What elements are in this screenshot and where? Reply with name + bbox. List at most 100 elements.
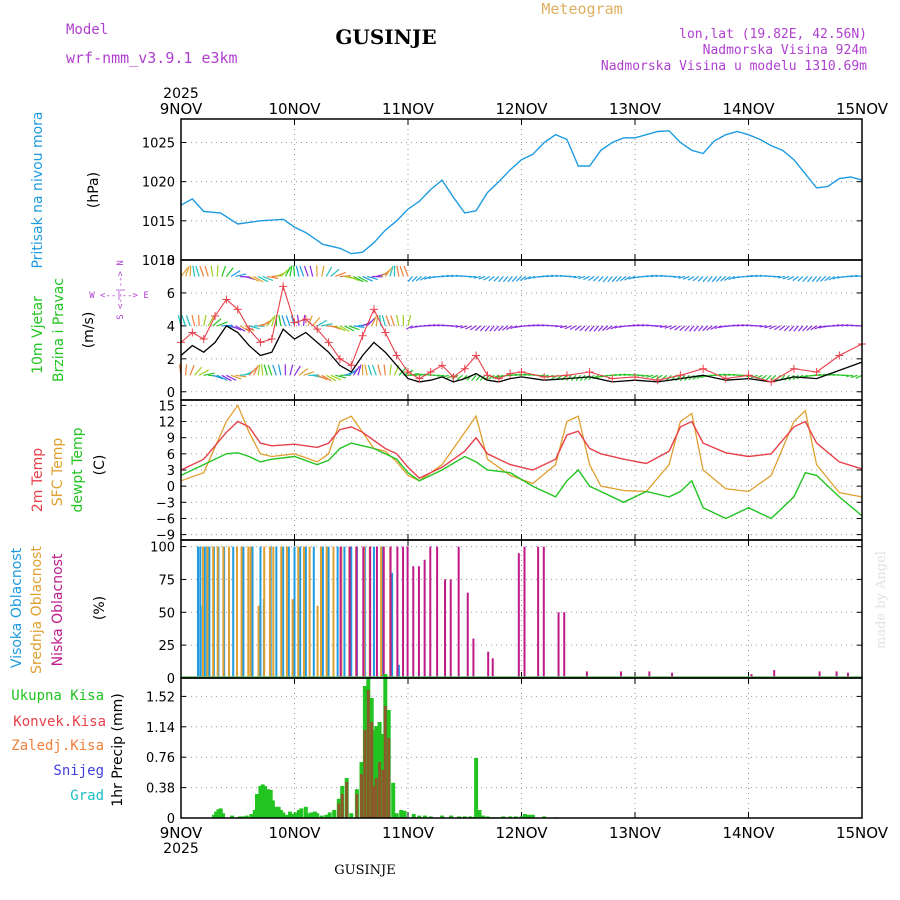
wind-barb [253,365,259,376]
y-tick-label: 6 [167,287,175,302]
wind-barb [555,325,563,328]
wind-barb [855,274,863,278]
wind-barb [489,325,495,332]
wind-barb [841,324,849,327]
precip-bar [214,811,219,818]
wind-barb [797,325,804,332]
wind-barb [583,275,590,281]
wind-barb [618,373,627,376]
wind-barb [312,317,321,327]
wind-barb [732,275,740,280]
wind-barb [357,364,362,376]
conv-precip-bar [366,690,370,818]
wind-barb [502,325,509,331]
wind-barb [460,325,468,329]
gust-marker [256,338,265,347]
wind-barb [702,325,709,332]
station-title: GUSINJE [335,25,436,49]
wind-barb [411,276,418,282]
conv-precip-bar [360,774,363,818]
wind-barb [559,325,568,329]
wind-barb [610,325,618,330]
wind-barb [611,276,618,283]
wind-barb [514,373,522,376]
precip-bar [530,814,535,818]
series-line [180,442,863,520]
wind-barb [475,325,482,331]
wind-barb [815,276,822,283]
gust-marker [358,331,367,340]
wind-barb [357,275,368,283]
cloud-panel: 0 25 50 75 100 [150,540,863,687]
wind-barb [330,268,340,277]
wind-barb [678,275,686,279]
wind-barb [299,265,305,277]
wind-barb [783,325,790,332]
precip-bar [327,812,332,818]
wind-barb [344,325,355,332]
wind-barb [628,275,636,280]
conv-precip-bar [387,738,391,818]
gust-marker [233,305,242,314]
wind-barb [335,325,346,332]
wind-barb [371,364,377,376]
wind-barb [325,374,337,382]
wind-barb [280,268,290,277]
gust-marker [245,325,254,334]
gust-marker [335,354,344,363]
time-tick-label-bottom: 11NOV [382,824,435,842]
y-tick-label: 0 [167,480,175,495]
temp-ylabel-2m: 2m Temp [30,448,46,512]
wind-barb [253,275,264,283]
y-tick-label: 1.52 [146,690,175,705]
wind-barb [710,325,718,330]
wind-barb [850,275,858,278]
wind-barb [820,276,827,282]
y-tick-label: 1010 [142,254,175,269]
precip-bar [284,814,289,818]
wind-barb [597,276,604,282]
gust-marker [631,372,639,381]
wind-barb [262,275,274,282]
wind-barb [235,374,247,378]
wind-barb [484,325,491,332]
pressure-panel: 1010 1015 1020 1025 [142,119,863,269]
precip-bar [411,814,416,818]
gust-marker [494,374,503,383]
wind-barb [787,275,795,281]
wind-barb [692,276,699,282]
wind-barb [396,265,400,277]
pressure-ylabel: Pritisak na nivou mora [30,111,46,268]
precip-bar [281,812,286,818]
gust-marker [767,377,776,386]
wind-barb [824,275,831,282]
wind-unit: (m/s) [81,312,97,349]
y-tick-label: 8 [167,254,175,269]
wind-barb [515,276,522,282]
wind-barb [221,265,227,277]
y-tick-label: 0 [167,672,175,687]
wind-barb [483,275,491,281]
wind-barb [353,325,365,328]
cloud-ylabel-mid: Srednja Oblacnost [29,546,45,674]
time-tick-label-top: 10NOV [268,100,321,118]
wind-barb [309,265,314,277]
wind-barb [497,325,504,332]
y-tick-label: 3 [167,464,175,479]
wind-barb [564,325,572,330]
wind-barb [203,314,207,327]
wind-barb [217,374,228,381]
temp-ylabel-dewpt: dewpt Temp [70,427,86,512]
wind-barb [488,275,495,282]
wind-ylabel-2: Brzina i Pravac [51,278,67,382]
wind-barb [216,265,219,277]
precip-bar [519,816,524,818]
wind-barb [832,275,840,280]
precip-bar [268,790,273,818]
y-tick-label: −3 [156,496,175,511]
wind-barb [655,325,663,327]
wind-barb [814,325,822,330]
wind-barb [293,365,301,376]
cloud-unit: (%) [92,596,108,620]
wind-panel: 0 2 4 6 8 [167,254,866,401]
